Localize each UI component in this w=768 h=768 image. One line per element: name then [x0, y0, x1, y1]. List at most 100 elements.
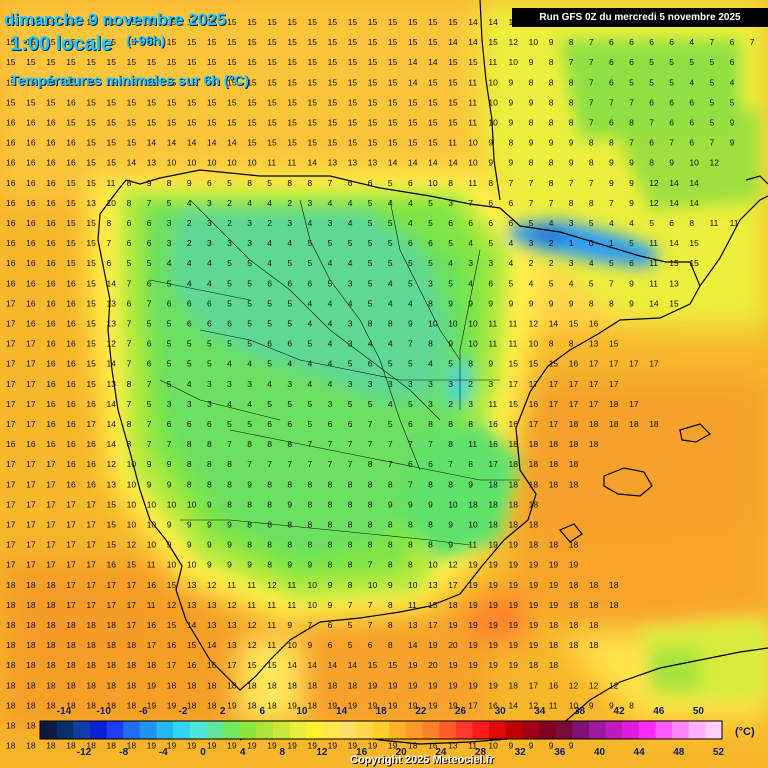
grid-value: 15 [308, 77, 318, 87]
grid-value: 7 [408, 439, 413, 449]
grid-value: 19 [509, 620, 519, 630]
grid-value: 18 [569, 540, 579, 550]
grid-value: 18 [609, 419, 619, 429]
grid-value: 16 [46, 158, 56, 168]
grid-value: 9 [167, 520, 172, 530]
grid-value: 11 [247, 600, 256, 610]
grid-value: 15 [428, 77, 438, 87]
grid-value: 16 [66, 339, 76, 349]
grid-value: 18 [267, 680, 277, 690]
grid-value: 17 [649, 359, 659, 369]
grid-value: 15 [26, 97, 36, 107]
grid-value: 7 [348, 600, 353, 610]
grid-value: 10 [488, 118, 498, 128]
grid-value: 8 [388, 479, 393, 489]
grid-value: 15 [187, 77, 197, 87]
grid-value: 19 [509, 580, 519, 590]
grid-value: 9 [488, 158, 493, 168]
grid-value: 15 [6, 17, 16, 27]
grid-value: 13 [408, 620, 418, 630]
grid-value: 5 [187, 339, 192, 349]
grid-value: 17 [6, 399, 16, 409]
grid-value: 8 [127, 198, 132, 208]
grid-value: 19 [328, 700, 338, 710]
grid-value: 8 [328, 560, 333, 570]
grid-value: 9 [629, 158, 634, 168]
grid-value: 18 [86, 640, 96, 650]
grid-value: 8 [368, 319, 373, 329]
grid-value: 5 [348, 238, 353, 248]
grid-value: 15 [147, 17, 157, 27]
grid-value: 5 [167, 339, 172, 349]
grid-value: 18 [26, 700, 36, 710]
grid-value: 7 [428, 439, 433, 449]
grid-value: 4 [549, 218, 554, 228]
grid-value: 9 [488, 138, 493, 148]
grid-value: 5 [308, 238, 313, 248]
grid-value: 18 [107, 620, 117, 630]
grid-value: 5 [287, 319, 292, 329]
grid-value: 2 [549, 258, 554, 268]
grid-value: 11 [147, 560, 156, 570]
grid-value: 18 [609, 399, 619, 409]
scale-swatch [539, 721, 557, 739]
grid-value: 10 [448, 319, 458, 329]
grid-value: 19 [488, 540, 498, 550]
grid-value: 15 [308, 97, 318, 107]
grid-value: 5 [287, 298, 292, 308]
grid-value: 17 [26, 540, 36, 550]
grid-value: 9 [468, 298, 473, 308]
grid-value: 5 [448, 278, 453, 288]
grid-value: 14 [348, 660, 358, 670]
grid-value: 17 [26, 479, 36, 489]
grid-value: 10 [488, 97, 498, 107]
grid-value: 5 [308, 419, 313, 429]
grid-value: 6 [408, 178, 413, 188]
grid-value: 18 [6, 600, 16, 610]
grid-value: 10 [468, 158, 478, 168]
grid-value: 19 [428, 700, 438, 710]
grid-value: 18 [569, 620, 579, 630]
grid-value: 9 [529, 138, 534, 148]
grid-value: 15 [247, 660, 257, 670]
scale-swatch [173, 721, 191, 739]
grid-value: 3 [207, 198, 212, 208]
grid-value: 15 [689, 238, 699, 248]
grid-value: 4 [609, 218, 614, 228]
scale-swatch [655, 721, 673, 739]
grid-value: 11 [710, 218, 719, 228]
grid-value: 3 [328, 399, 333, 409]
grid-value: 18 [127, 680, 137, 690]
grid-value: 10 [448, 499, 458, 509]
grid-value: 18 [107, 741, 117, 751]
grid-value: 3 [308, 198, 313, 208]
grid-value: 17 [6, 540, 16, 550]
grid-value: 9 [207, 520, 212, 530]
scale-swatch [89, 721, 107, 739]
grid-value: 7 [569, 178, 574, 188]
grid-value: 8 [569, 198, 574, 208]
grid-value: 11 [468, 118, 477, 128]
grid-value: 5 [368, 298, 373, 308]
grid-value: 15 [428, 97, 438, 107]
grid-value: 10 [468, 319, 478, 329]
grid-value: 7 [127, 399, 132, 409]
grid-value: 9 [509, 298, 514, 308]
grid-value: 3 [328, 218, 333, 228]
grid-value: 18 [569, 600, 579, 610]
grid-value: 13 [207, 600, 217, 610]
grid-value: 5 [488, 238, 493, 248]
grid-value: 4 [589, 258, 594, 268]
grid-value: 10 [689, 158, 699, 168]
grid-value: 8 [509, 138, 514, 148]
grid-value: 3 [529, 238, 534, 248]
grid-value: 19 [388, 700, 398, 710]
grid-value: 14 [107, 439, 117, 449]
grid-value: 18 [26, 640, 36, 650]
grid-value: 9 [448, 339, 453, 349]
grid-value: 18 [549, 640, 559, 650]
grid-value: 19 [147, 700, 157, 710]
grid-value: 18 [569, 479, 579, 489]
scale-label: 36 [554, 747, 566, 758]
